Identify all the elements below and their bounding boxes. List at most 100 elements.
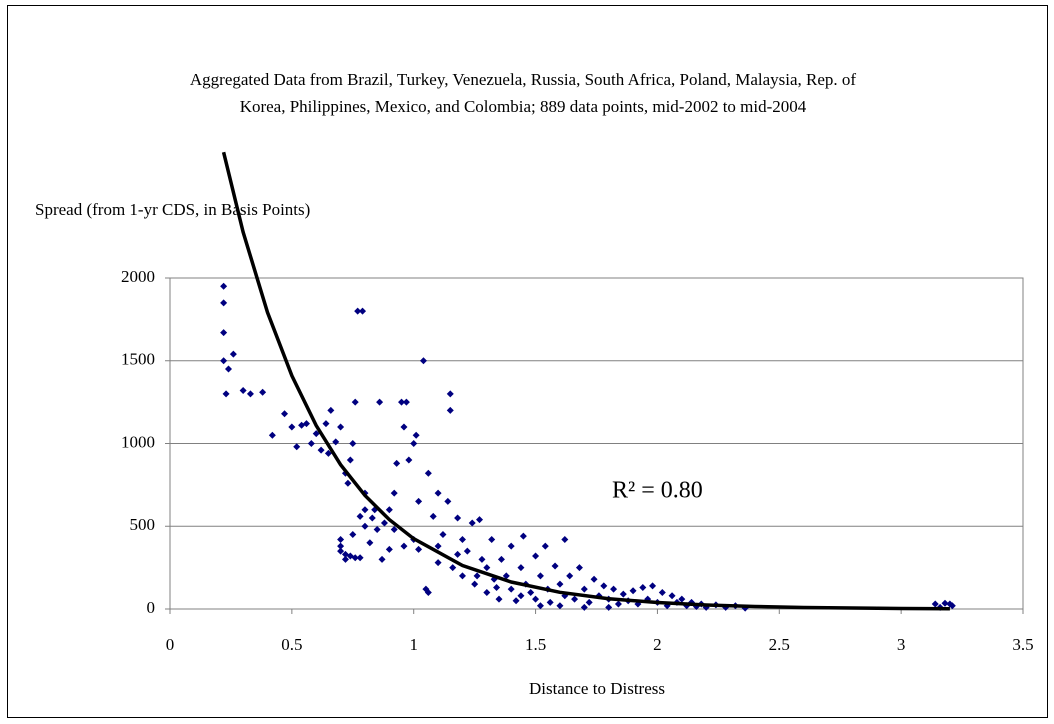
data-point <box>471 580 479 588</box>
data-point <box>400 542 408 550</box>
data-point <box>429 512 437 520</box>
data-point <box>324 449 332 457</box>
data-point <box>580 585 588 593</box>
data-point <box>361 522 369 530</box>
x-tick-label: 2 <box>653 635 662 654</box>
data-point <box>446 406 454 414</box>
data-point <box>327 406 335 414</box>
data-point <box>424 469 432 477</box>
data-point <box>649 582 657 590</box>
data-point <box>546 598 554 606</box>
x-tick-label: 3.5 <box>1012 635 1033 654</box>
data-point <box>312 430 320 438</box>
data-point <box>580 603 588 611</box>
data-point <box>444 497 452 505</box>
data-point <box>224 365 232 373</box>
data-point <box>497 555 505 563</box>
data-point <box>337 535 345 543</box>
data-point <box>507 585 515 593</box>
data-point <box>239 387 247 395</box>
data-point <box>220 299 228 307</box>
data-point <box>478 555 486 563</box>
data-point <box>502 572 510 580</box>
data-point <box>346 552 354 560</box>
data-point <box>541 542 549 550</box>
y-tick-label: 1000 <box>121 432 155 451</box>
data-point <box>402 398 410 406</box>
data-point <box>571 595 579 603</box>
y-tick-label: 1500 <box>121 350 155 369</box>
data-point <box>354 307 362 315</box>
y-tick-label: 2000 <box>121 267 155 286</box>
data-point <box>551 562 559 570</box>
data-point <box>373 526 381 534</box>
data-point <box>293 443 301 451</box>
data-point <box>390 526 398 534</box>
data-point <box>507 542 515 550</box>
data-point <box>495 595 503 603</box>
data-point <box>366 539 374 547</box>
data-point <box>356 512 364 520</box>
data-point <box>341 555 349 563</box>
data-point <box>605 603 613 611</box>
data-point <box>488 535 496 543</box>
data-point <box>322 420 330 428</box>
data-point <box>610 585 618 593</box>
data-point <box>536 572 544 580</box>
data-point <box>424 588 432 596</box>
data-point <box>419 357 427 365</box>
data-point <box>658 588 666 596</box>
data-point <box>412 431 420 439</box>
data-point <box>434 489 442 497</box>
data-point <box>629 587 637 595</box>
data-point <box>229 350 237 358</box>
data-point <box>349 531 357 539</box>
data-point <box>639 583 647 591</box>
data-point <box>307 440 315 447</box>
data-point <box>359 307 367 315</box>
x-tick-label: 3 <box>897 635 906 654</box>
data-point <box>532 595 540 603</box>
data-point <box>344 479 352 487</box>
data-point <box>561 535 569 543</box>
y-tick-label: 0 <box>147 598 156 617</box>
data-point <box>222 390 230 398</box>
data-point <box>600 582 608 590</box>
data-point <box>463 547 471 555</box>
x-tick-label: 1 <box>409 635 418 654</box>
data-point <box>678 595 686 603</box>
data-point <box>473 572 481 580</box>
data-point <box>931 600 939 608</box>
data-point <box>566 572 574 580</box>
data-point <box>446 390 454 398</box>
data-point <box>337 423 345 431</box>
data-point <box>512 597 520 605</box>
data-point <box>351 398 359 406</box>
data-point <box>281 410 289 418</box>
x-axis-label: Distance to Distress <box>529 679 665 698</box>
data-point <box>454 514 462 522</box>
data-point <box>380 519 388 527</box>
annotation: R² = 0.80 <box>612 478 703 504</box>
data-point <box>454 550 462 558</box>
data-point <box>390 489 398 497</box>
chart-title: Aggregated Data from Brazil, Turkey, Ven… <box>189 70 857 116</box>
data-point <box>619 590 627 598</box>
data-point <box>368 514 376 522</box>
data-point <box>458 572 466 580</box>
data-point <box>449 564 457 572</box>
data-point <box>483 564 491 572</box>
data-point <box>483 588 491 596</box>
data-point <box>948 602 956 610</box>
y-tick-label: 500 <box>130 515 156 534</box>
data-point <box>527 588 535 596</box>
data-point <box>536 602 544 610</box>
data-point <box>941 599 949 607</box>
data-point <box>668 592 676 600</box>
data-point <box>590 575 598 583</box>
data-point <box>556 580 564 588</box>
data-point <box>517 592 525 600</box>
data-point <box>398 398 406 406</box>
